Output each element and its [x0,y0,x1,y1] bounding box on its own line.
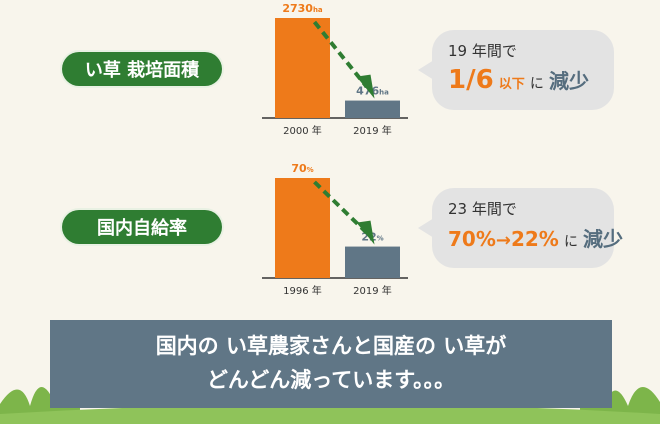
particle-ni: に [563,234,578,250]
banner-line-1: 国内の い草農家さんと国産の い草が [155,334,507,359]
trend-dashed-line [312,20,369,88]
bubble-tail [418,218,434,238]
value-unit-1: ha [379,89,389,97]
rate-speech-bubble: 23 年間で 70%→22% に 減少 [418,188,623,268]
message-banner: 国内の い草農家さんと国産の い草が どんどん減っています。。。 [50,320,612,408]
rate-bar-chart: 70%1996 年22%2019 年 [262,162,408,297]
category-label-1: 2019 年 [353,284,392,297]
bar-0 [275,18,330,118]
category-label-0: 1996 年 [283,284,322,297]
bubble-years-text: 23 年間で [448,200,517,218]
area-title-text: い草 栽培面積 [84,60,200,81]
bar-1 [345,246,400,278]
value-label-0: 2730ha [282,2,323,15]
particle-ni: に [529,76,544,92]
bar-0 [275,178,330,278]
bubble-decrease-line: 70%→22% に 減少 [448,223,623,252]
value-unit-0: ha [313,6,323,14]
decrease-word: 減少 [548,69,589,93]
grass-decoration [0,386,660,424]
from-value: 70% [448,227,496,251]
area-speech-bubble: 19 年間で 1/6 以下 に 減少 [418,30,614,110]
ratio-suffix: 以下 [498,77,525,92]
trend-arrowhead [356,74,375,99]
value-unit-1: % [377,235,384,243]
decrease-word: 減少 [583,227,624,251]
value-unit-0: % [307,166,314,174]
rate-title-text: 国内自給率 [97,218,187,239]
banner-line-2: どんどん減っています。。。 [206,368,456,392]
rate-title-pill: 国内自給率 [62,210,222,244]
bubble-years-text: 19 年間で [448,42,517,60]
ratio-value: 1/6 [448,65,494,95]
bubble-decrease-line: 1/6 以下 に 減少 [448,65,598,95]
bubble-tail [418,60,434,80]
to-value: 22% [510,227,559,251]
value-label-0: 70% [291,162,313,175]
category-label-1: 2019 年 [353,124,392,137]
category-label-0: 2000 年 [283,124,322,137]
area-title-pill: い草 栽培面積 [62,52,222,86]
arrow-glyph: → [495,230,511,251]
trend-arrowhead [356,220,375,245]
bar-1 [345,100,400,118]
